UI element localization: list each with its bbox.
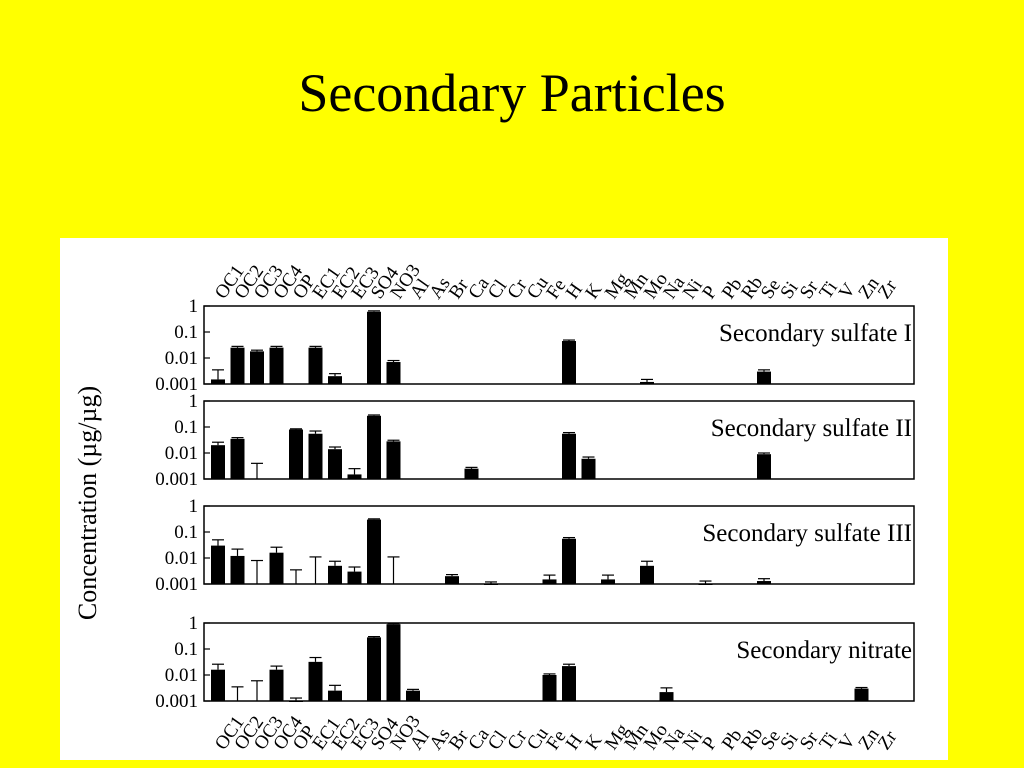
y-axis-label: Concentration (µg/µg) [73, 386, 102, 620]
y-tick-label: 1 [189, 296, 199, 317]
panel-label-3: Secondary sulfate III [702, 520, 912, 547]
bar-2-k [581, 458, 596, 479]
panel-label-4: Secondary nitrate [736, 637, 912, 664]
bar-2-no3 [386, 441, 401, 479]
panel-frame-3 [203, 505, 915, 585]
y-tick-label: 1 [189, 613, 199, 634]
bar-3-h [562, 538, 576, 584]
chart-svg: Concentration (µg/µg) OC1OC2OC3OC4OPEC1E… [73, 261, 915, 754]
plot-layer: OC1OC2OC3OC4OPEC1EC2EC3SO4NO3AlAsBrCaClC… [155, 261, 915, 754]
bar-2-h [562, 433, 576, 479]
category-label-bottom-p: P [698, 733, 721, 754]
bar-2-ec3 [347, 474, 362, 479]
y-tick-label: 0.001 [155, 374, 198, 395]
bar-2-oc1 [211, 445, 225, 479]
bar-4-ec1 [308, 661, 323, 701]
y-tick-label: 0.01 [165, 665, 198, 686]
panel-frame-4 [203, 622, 915, 702]
bar-3-fe [542, 579, 557, 584]
bar-2-so4 [367, 415, 381, 479]
bar-1-oc2 [230, 347, 245, 384]
y-tick-label: 0.01 [165, 548, 198, 569]
bar-1-h [562, 341, 576, 384]
panel-label-1: Secondary sulfate I [719, 320, 912, 347]
y-tick-label: 0.1 [174, 322, 198, 343]
bar-3-ec2 [328, 565, 342, 584]
category-label-bottom-zr: Zr [874, 727, 902, 754]
bar-4-zn [854, 688, 869, 701]
bar-4-so4 [367, 637, 381, 701]
y-tick-label: 1 [189, 391, 199, 412]
y-tick-label: 1 [189, 496, 199, 517]
y-tick-label: 0.001 [155, 469, 198, 490]
category-label-top-zr: Zr [874, 276, 902, 303]
bar-1-oc1 [211, 379, 225, 384]
bar-3-mo [640, 565, 654, 584]
bar-4-fe [542, 675, 557, 701]
y-tick-label: 0.1 [174, 639, 198, 660]
category-label-top-p: P [698, 282, 721, 303]
bar-1-no3 [386, 362, 401, 384]
bar-3-br [445, 576, 459, 584]
bar-2-se [757, 454, 771, 479]
bar-3-mg [601, 579, 615, 584]
bar-1-oc3 [250, 351, 264, 384]
bar-2-oc2 [230, 438, 245, 479]
bar-3-oc1 [211, 545, 225, 584]
bar-1-oc4 [269, 347, 284, 384]
bar-2-ec2 [328, 449, 342, 479]
panel-label-2: Secondary sulfate II [711, 415, 912, 442]
bar-4-al [406, 690, 420, 701]
y-tick-label: 0.1 [174, 417, 198, 438]
y-tick-label: 0.001 [155, 691, 198, 712]
bar-4-na [659, 692, 674, 701]
bar-3-oc2 [230, 555, 245, 584]
bar-2-ca [464, 468, 479, 479]
bar-3-so4 [367, 519, 381, 584]
bar-4-h [562, 666, 576, 701]
bar-3-ec3 [347, 571, 362, 584]
slide-title: Secondary Particles [298, 63, 726, 123]
bar-3-se [757, 581, 771, 584]
bar-2-ec1 [308, 433, 323, 479]
y-tick-label: 0.01 [165, 443, 198, 464]
y-tick-label: 0.01 [165, 348, 198, 369]
bar-2-op [289, 429, 303, 479]
bar-3-p [698, 584, 713, 585]
panel-frame-1 [203, 305, 915, 385]
y-tick-label: 0.1 [174, 522, 198, 543]
bar-1-ec2 [328, 376, 342, 384]
panel-frame-2 [203, 400, 915, 480]
bar-4-no3 [386, 624, 401, 701]
bar-1-ec1 [308, 347, 323, 384]
bar-4-oc1 [211, 669, 225, 701]
bar-1-so4 [367, 311, 381, 384]
bar-1-mo [640, 381, 654, 384]
y-tick-label: 0.001 [155, 574, 198, 595]
bar-4-oc4 [269, 669, 284, 701]
bar-4-ec2 [328, 690, 342, 701]
bar-3-cl [484, 584, 498, 585]
bar-1-se [757, 371, 771, 384]
chart-panel: Concentration (µg/µg) OC1 OC2 OC3 OC4 OP EC1 E… [60, 238, 948, 760]
bar-3-oc4 [269, 552, 284, 584]
bar-4-op [289, 701, 303, 702]
